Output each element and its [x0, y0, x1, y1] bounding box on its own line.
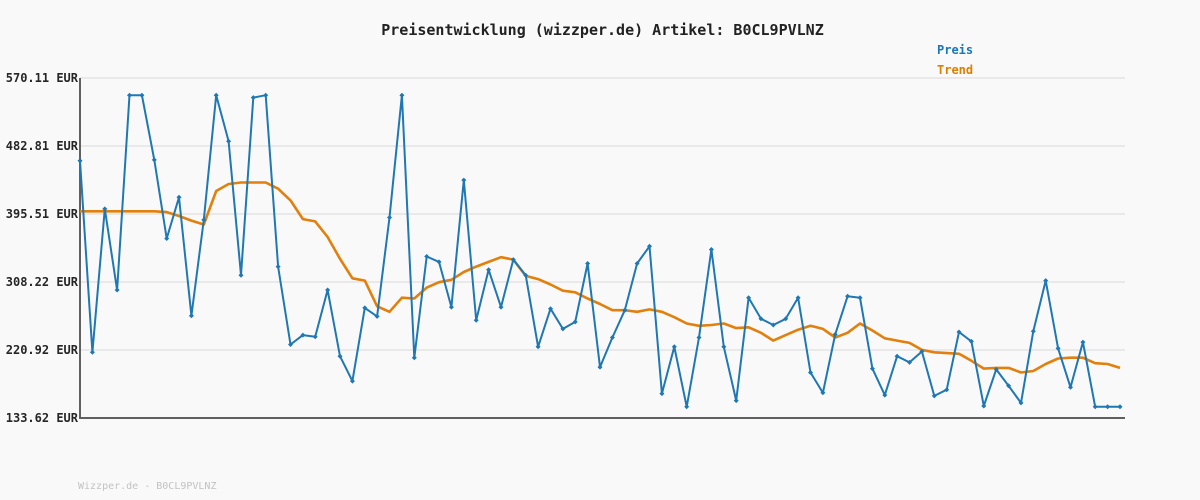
chart-title: Preisentwicklung (wizzper.de) Artikel: B…	[381, 21, 824, 39]
y-tick-label: 570.11 EUR	[5, 71, 78, 85]
y-tick-label: 220.92 EUR	[5, 343, 78, 357]
y-tick-label: 482.81 EUR	[5, 139, 78, 153]
y-tick-label: 133.62 EUR	[5, 411, 78, 425]
y-tick-label: 395.51 EUR	[5, 207, 78, 221]
legend-preis-label: Preis	[937, 43, 974, 57]
legend-trend-label: Trend	[937, 63, 974, 77]
y-tick-label: 308.22 EUR	[5, 275, 78, 289]
chart-legend: Preis Trend	[937, 40, 973, 80]
watermark-text: Wizzper.de - B0CL9PVLNZ	[78, 481, 217, 492]
